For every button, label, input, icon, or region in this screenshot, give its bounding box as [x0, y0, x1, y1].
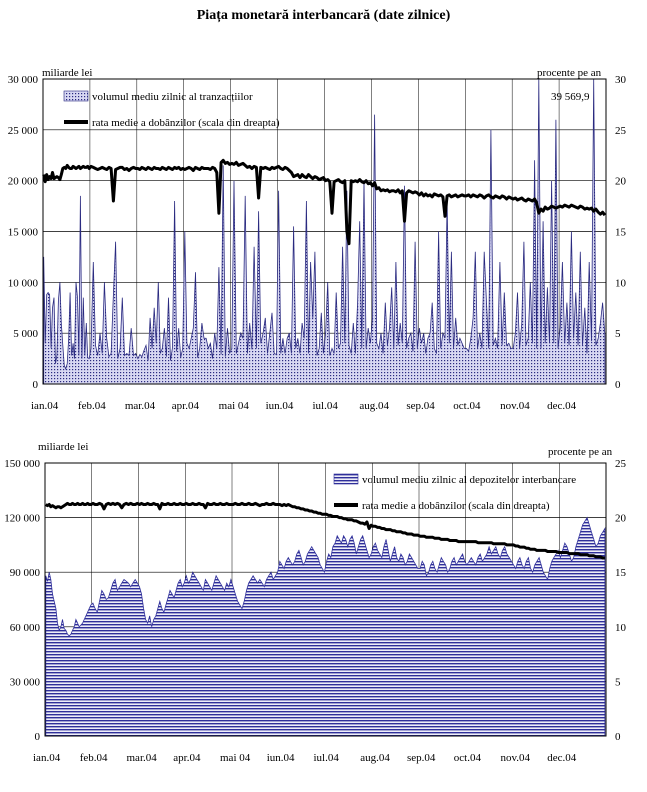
y-left-tick-label: 5 000 — [13, 328, 38, 340]
y-left-tick-label: 10 000 — [8, 277, 39, 289]
y-left-tick-label: 120 000 — [4, 513, 40, 525]
chart1-annotation-max-value: 39 569,9 — [551, 91, 590, 103]
chart2-frame — [44, 462, 607, 737]
x-tick-label: dec.04 — [547, 752, 577, 764]
y-left-tick-label: 0 — [35, 731, 41, 743]
y-right-tick-label: 20 — [615, 176, 627, 188]
page-title: Piața monetară interbancară (date zilnic… — [196, 8, 451, 23]
x-tick-label: iul.04 — [313, 400, 339, 412]
x-tick-label: oct.04 — [453, 400, 481, 412]
chart1-left-axis-unit: miliarde lei — [42, 67, 92, 79]
chart2-legend-volume-swatch — [333, 473, 359, 485]
y-right-tick-label: 5 — [615, 676, 621, 688]
y-left-tick-label: 20 000 — [8, 176, 39, 188]
x-tick-label: sep.04 — [407, 752, 436, 764]
chart1-frame — [42, 78, 607, 385]
y-left-tick-label: 15 000 — [8, 227, 39, 239]
chart2-volume-area — [45, 516, 606, 737]
volume-series-area — [45, 516, 606, 737]
x-tick-label: feb.04 — [80, 752, 108, 764]
y-right-tick-label: 5 — [615, 328, 621, 340]
x-tick-label: dec.04 — [547, 400, 577, 412]
chart1-tick-labels: 0 5 000 10 000 15 000 20 000 25 000 30 000 0 5 10… — [8, 74, 627, 412]
chart2-right-axis-unit: procente pe an — [548, 446, 613, 458]
x-tick-label: aug.04 — [360, 752, 390, 764]
y-right-tick-label: 25 — [615, 125, 627, 137]
y-left-tick-label: 150 000 — [4, 458, 40, 470]
rate-series-line — [42, 158, 607, 246]
x-tick-label: nov.04 — [500, 400, 530, 412]
x-tick-label: oct.04 — [454, 752, 482, 764]
y-right-tick-label: 15 — [615, 567, 627, 579]
chart2-tick-labels: 0 30 000 60 000 90 000 120 000 150 000 0 5 10 15 2… — [4, 458, 626, 764]
chart2-legend: volumul mediu zilnic al depozitelor inte… — [333, 473, 576, 512]
chart1-right-axis-unit: procente pe an — [537, 67, 602, 79]
x-tick-label: iul.04 — [314, 752, 340, 764]
x-tick-label: nov.04 — [501, 752, 531, 764]
x-tick-label: apr.04 — [172, 400, 200, 412]
x-tick-label: mar.04 — [127, 752, 158, 764]
chart1-legend-volume-swatch — [63, 90, 89, 102]
x-tick-label: ian.04 — [33, 752, 61, 764]
x-tick-label: apr.04 — [173, 752, 201, 764]
y-right-tick-label: 10 — [615, 622, 627, 634]
x-tick-label: feb.04 — [78, 400, 106, 412]
x-tick-label: mai 04 — [220, 752, 251, 764]
y-right-tick-label: 25 — [615, 458, 627, 470]
y-right-tick-label: 10 — [615, 277, 627, 289]
chart1-legend: volumul mediu zilnic al tranzacțiilor ra… — [63, 90, 280, 129]
chart2-legend-rate-label: rata medie a dobânzilor (scala din dreap… — [362, 500, 550, 512]
x-tick-label: iun.04 — [266, 400, 294, 412]
y-left-tick-label: 90 000 — [10, 567, 41, 579]
chart2-legend-volume-label: volumul mediu zilnic al depozitelor inte… — [362, 474, 576, 486]
plot-frame — [44, 462, 607, 737]
chart1-legend-rate-label: rata medie a dobânzilor (scala din dreap… — [92, 117, 280, 129]
y-left-tick-label: 60 000 — [10, 622, 41, 634]
y-left-tick-label: 30 000 — [10, 676, 41, 688]
x-tick-label: mar.04 — [125, 400, 156, 412]
y-left-tick-label: 0 — [33, 379, 39, 391]
y-left-tick-label: 30 000 — [8, 74, 39, 86]
x-tick-label: sep.04 — [406, 400, 435, 412]
chart1-volume-area — [43, 78, 606, 385]
chart1-legend-volume-label: volumul mediu zilnic al tranzacțiilor — [92, 91, 253, 103]
chart2-left-axis-unit: miliarde lei — [38, 441, 88, 453]
y-left-tick-label: 25 000 — [8, 125, 39, 137]
y-right-tick-label: 0 — [615, 379, 621, 391]
y-right-tick-label: 20 — [615, 513, 627, 525]
chart2-rate-line — [44, 501, 605, 560]
volume-series-area — [43, 78, 606, 385]
rate-series-line — [44, 501, 605, 560]
x-tick-label: mai 04 — [219, 400, 250, 412]
x-tick-label: iun.04 — [267, 752, 295, 764]
chart1-rate-line — [42, 158, 607, 246]
y-right-tick-label: 15 — [615, 227, 627, 239]
y-right-tick-label: 0 — [615, 731, 621, 743]
plot-frame — [42, 78, 607, 385]
y-right-tick-label: 30 — [615, 74, 627, 86]
x-tick-label: aug.04 — [359, 400, 389, 412]
x-tick-label: ian.04 — [31, 400, 59, 412]
